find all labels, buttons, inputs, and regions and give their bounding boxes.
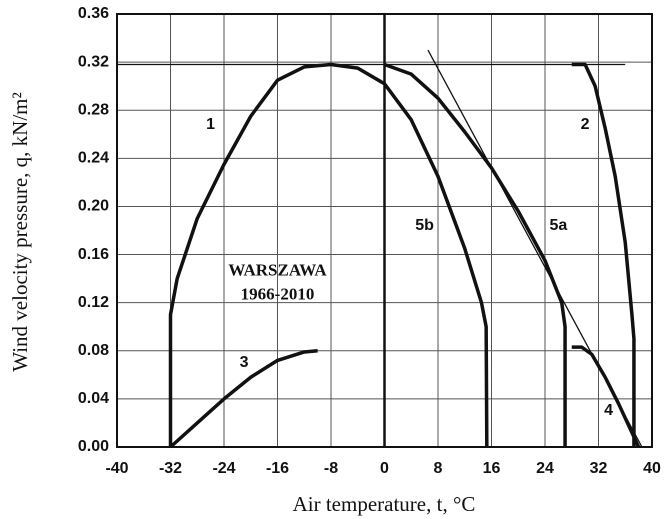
y-tick-label: 0.36	[78, 5, 109, 22]
x-tick-label: 40	[643, 460, 661, 477]
curve	[168, 62, 332, 447]
curve	[427, 49, 643, 448]
annotation: 1	[206, 116, 215, 133]
y-tick-label: 0.24	[78, 150, 109, 167]
x-axis-label: Air temperature, t, °C	[293, 492, 476, 516]
x-tick-label: 32	[590, 460, 608, 477]
annotation: 2	[581, 116, 590, 133]
x-tick-label: -40	[105, 460, 128, 477]
x-tick-label: 24	[536, 460, 554, 477]
x-tick-label: -24	[212, 460, 235, 477]
annotation: WARSZAWA	[228, 260, 327, 279]
y-tick-label: 0.32	[78, 53, 109, 70]
curve	[330, 62, 489, 448]
y-tick-label: 0.04	[78, 390, 109, 407]
y-axis-label: Wind velocity pressure, q, kN/m²	[8, 92, 32, 372]
annotation: 3	[240, 354, 249, 371]
x-tick-label: 16	[483, 460, 501, 477]
y-tick-label: 0.20	[78, 198, 109, 215]
curve	[571, 345, 641, 448]
annotation: 5a	[549, 217, 567, 234]
x-tick-label: 0	[380, 460, 389, 477]
curve	[169, 349, 318, 449]
x-tick-label: 8	[434, 460, 443, 477]
y-tick-label: 0.08	[78, 342, 109, 359]
y-tick-label: 0.28	[78, 101, 109, 118]
y-tick-label: 0.16	[78, 246, 109, 263]
annotation: 4	[604, 402, 613, 419]
x-tick-label: -16	[266, 460, 289, 477]
x-tick-label: -8	[324, 460, 338, 477]
x-tick-label: -32	[159, 460, 182, 477]
curve	[383, 62, 567, 447]
annotation: 5b	[415, 217, 434, 234]
y-tick-label: 0.12	[78, 294, 109, 311]
annotation: 1966-2010	[241, 284, 315, 303]
y-tick-label: 0.00	[78, 438, 109, 455]
curve	[571, 62, 636, 447]
plot-frame	[116, 13, 653, 448]
